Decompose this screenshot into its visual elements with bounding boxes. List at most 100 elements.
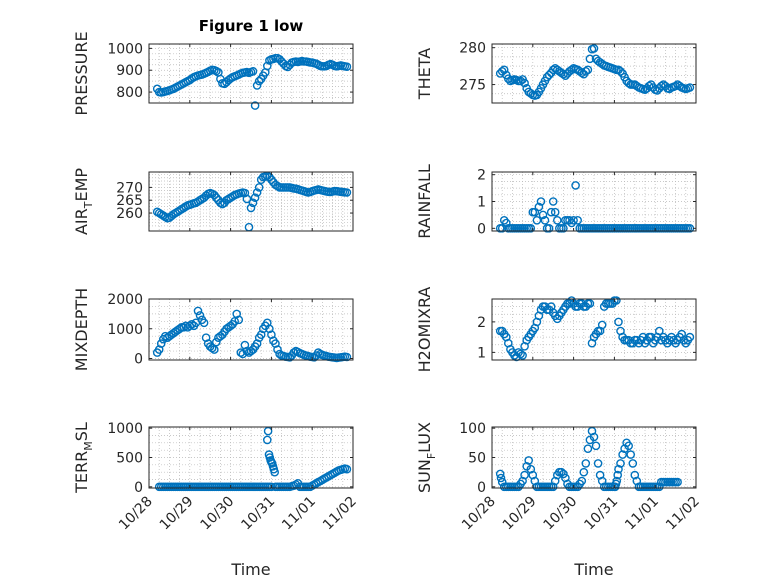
figure-title: Figure 1 low [199, 17, 304, 35]
data-point [559, 469, 568, 479]
data-point [501, 218, 511, 228]
data-point [624, 441, 634, 451]
data-point [236, 348, 246, 357]
data-point [581, 459, 591, 468]
data-point [536, 197, 546, 206]
data-point [589, 432, 599, 442]
data-point [156, 339, 166, 348]
data-point [553, 215, 562, 225]
data-point [571, 181, 580, 190]
data-point [270, 467, 280, 477]
y-tick-label: 275 [459, 78, 486, 94]
y-tick-label: 0 [134, 352, 143, 368]
x-tick-label: 10/30 [541, 494, 581, 534]
data-point [613, 470, 623, 480]
data-point [548, 482, 558, 492]
data-point [548, 197, 558, 206]
data-point [632, 476, 642, 486]
data-point [495, 469, 505, 479]
data-point [497, 223, 507, 233]
data-point [538, 210, 548, 220]
y-tick-label: 1000 [107, 421, 143, 437]
subplot-sun-flux: 0 50 100 SUNFLUX 10/28 10/29 10/30 10/31 11/01 11… [415, 421, 703, 533]
plot-frame [491, 43, 697, 104]
data-point [520, 78, 529, 88]
data-point [540, 215, 550, 225]
data-point [559, 223, 568, 233]
data-point [246, 203, 256, 213]
data-point [342, 62, 352, 71]
data-point [289, 348, 299, 357]
data-point [616, 459, 625, 468]
x-tick-label: 10/29 [157, 494, 197, 534]
data-point [569, 215, 578, 225]
data-point [530, 476, 540, 486]
data-point [342, 352, 352, 362]
x-axis-label-right: Time [573, 560, 613, 579]
y-axis-label: RAINFALL [415, 164, 434, 239]
data-point [252, 188, 262, 197]
y-tick-label: 1000 [107, 322, 143, 338]
data-point [160, 331, 170, 341]
y-axis-label: H2OMIXRA [415, 287, 434, 373]
data-point [342, 464, 352, 474]
y-axis-label: THETA [415, 48, 434, 100]
data-point [187, 319, 197, 329]
data-point [250, 101, 260, 110]
data-point [234, 315, 244, 325]
data-point [499, 65, 509, 75]
x-tick-label: 11/02 [663, 494, 703, 534]
data-point [496, 473, 506, 483]
data-point [685, 332, 695, 342]
data-point [273, 345, 282, 354]
y-axis-label: AIRTEMP [72, 168, 95, 235]
data-point [528, 470, 538, 480]
x-tick-label: 10/28 [459, 494, 499, 534]
data-point [265, 324, 274, 334]
data-point [252, 81, 262, 90]
subplot-h2omixra: 1 2 H2OMIXRA [415, 287, 697, 373]
data-point [193, 306, 203, 316]
data-point [534, 202, 544, 212]
data-point [593, 459, 603, 468]
data-point [250, 193, 260, 202]
y-axis-label: PRESSURE [72, 31, 91, 115]
data-point [626, 450, 636, 459]
data-point [597, 320, 607, 330]
data-point [548, 65, 558, 75]
x-tick-label: 10/31 [581, 494, 621, 534]
data-point [685, 83, 695, 92]
plot-frame [148, 43, 354, 104]
subplot-terr-msl: 0 500 1000 TERRMSL 10/28 10/29 10/30 10/31 11/01… [72, 421, 360, 533]
y-tick-label: 265 [116, 193, 143, 209]
data-point [530, 207, 540, 217]
data-point [267, 482, 276, 492]
data-point [248, 67, 258, 76]
data-point [195, 311, 205, 320]
data-point [544, 223, 554, 233]
subplot-mixdepth: 0 1000 2000 MIXDEPTH [72, 288, 354, 371]
plot-frame [148, 171, 354, 232]
data-point [211, 337, 221, 347]
data-point [589, 44, 599, 53]
x-tick-label: 11/02 [320, 494, 360, 534]
y-axis-label: SUNFLUX [415, 422, 438, 493]
data-point [573, 215, 583, 225]
data-point [181, 321, 190, 331]
data-point [583, 65, 593, 75]
data-point [628, 459, 638, 468]
y-tick-label: 100 [459, 421, 486, 437]
data-point [585, 54, 595, 64]
data-point [207, 343, 217, 353]
data-point [612, 296, 621, 305]
data-point [518, 351, 527, 360]
y-tick-label: 260 [116, 206, 143, 222]
data-point [520, 470, 529, 480]
data-point [577, 476, 587, 486]
data-point [254, 76, 264, 86]
data-point [585, 299, 595, 308]
y-tick-label: 280 [459, 41, 486, 57]
x-tick-label: 11/01 [279, 494, 319, 534]
